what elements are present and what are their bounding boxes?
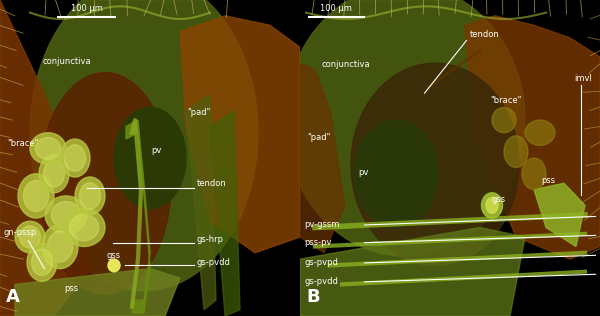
Ellipse shape	[525, 120, 555, 145]
Text: gn-pssp: gn-pssp	[3, 228, 36, 237]
Polygon shape	[126, 120, 150, 313]
Ellipse shape	[27, 243, 57, 281]
Text: tendon: tendon	[197, 179, 226, 188]
Ellipse shape	[522, 158, 546, 190]
Ellipse shape	[42, 224, 78, 269]
Ellipse shape	[486, 198, 498, 213]
Ellipse shape	[492, 107, 516, 133]
Text: 100 μm: 100 μm	[71, 4, 103, 13]
Text: conjunctiva: conjunctiva	[42, 57, 91, 66]
Text: gss: gss	[107, 251, 121, 260]
Text: tendon: tendon	[470, 30, 499, 39]
Polygon shape	[39, 73, 171, 294]
Ellipse shape	[65, 145, 86, 171]
Text: 100 μm: 100 μm	[320, 4, 352, 13]
Ellipse shape	[30, 133, 66, 164]
Text: gs-pvdd: gs-pvdd	[197, 258, 230, 267]
Text: "brace": "brace"	[7, 139, 39, 148]
Ellipse shape	[504, 136, 528, 167]
Text: A: A	[6, 288, 20, 306]
Text: pv: pv	[359, 168, 369, 177]
Text: conjunctiva: conjunctiva	[321, 60, 370, 69]
Ellipse shape	[35, 137, 61, 160]
Polygon shape	[114, 107, 186, 209]
Polygon shape	[534, 183, 585, 246]
Polygon shape	[30, 0, 258, 291]
Polygon shape	[300, 0, 525, 256]
Ellipse shape	[23, 180, 49, 211]
Ellipse shape	[63, 209, 105, 246]
Ellipse shape	[108, 259, 120, 272]
Ellipse shape	[47, 231, 73, 262]
Ellipse shape	[15, 221, 45, 253]
Ellipse shape	[32, 249, 53, 276]
Ellipse shape	[79, 183, 101, 209]
Polygon shape	[354, 120, 438, 228]
Ellipse shape	[70, 214, 99, 241]
Ellipse shape	[39, 155, 69, 193]
Polygon shape	[15, 269, 180, 316]
Polygon shape	[180, 16, 300, 253]
Polygon shape	[186, 95, 216, 310]
Text: gss: gss	[491, 195, 506, 204]
Polygon shape	[300, 228, 525, 316]
Ellipse shape	[44, 161, 65, 187]
Text: gs-hrp: gs-hrp	[197, 235, 223, 244]
Text: pss: pss	[542, 176, 556, 185]
Ellipse shape	[52, 202, 80, 228]
Ellipse shape	[18, 174, 54, 218]
Ellipse shape	[75, 177, 105, 215]
Ellipse shape	[482, 193, 503, 218]
Text: pv-gssm: pv-gssm	[305, 221, 340, 229]
Text: "brace": "brace"	[491, 96, 522, 105]
Text: pv: pv	[151, 146, 162, 155]
Ellipse shape	[45, 196, 87, 234]
Text: gs-pvdd: gs-pvdd	[305, 277, 338, 286]
Polygon shape	[300, 63, 345, 253]
Text: "pad": "pad"	[187, 108, 211, 117]
Polygon shape	[465, 16, 600, 259]
Text: B: B	[306, 288, 320, 306]
Ellipse shape	[19, 226, 41, 248]
Text: pss: pss	[65, 284, 79, 293]
Ellipse shape	[60, 139, 90, 177]
Polygon shape	[0, 0, 90, 316]
Polygon shape	[351, 63, 519, 265]
Polygon shape	[210, 111, 240, 316]
Text: pss-pv: pss-pv	[305, 238, 332, 247]
Text: gs-pvpd: gs-pvpd	[305, 258, 338, 267]
Text: imvl: imvl	[575, 74, 592, 83]
Text: "pad": "pad"	[308, 133, 331, 142]
